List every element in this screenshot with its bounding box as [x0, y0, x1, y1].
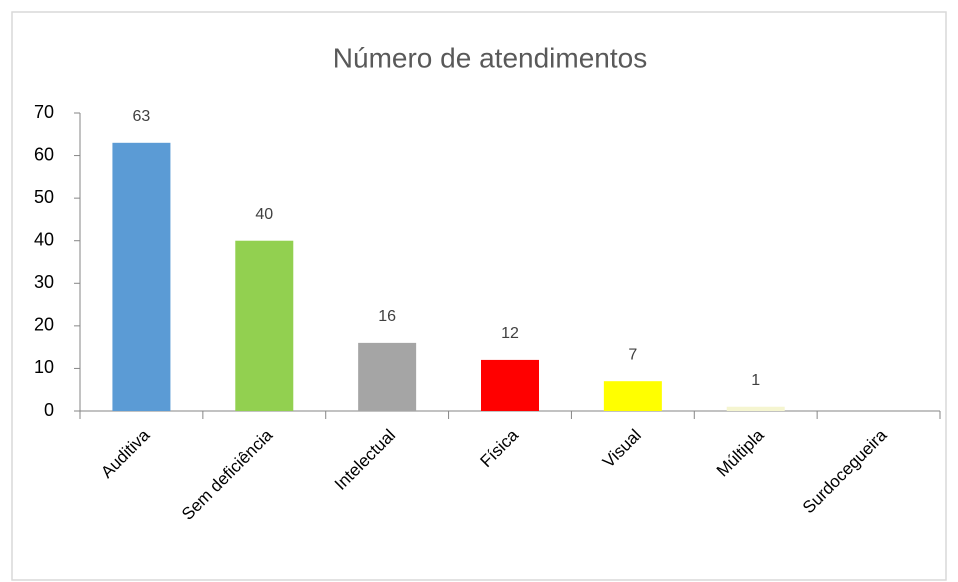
- bar: [726, 406, 785, 411]
- y-tick-label: 40: [34, 229, 54, 249]
- bar: [481, 359, 539, 411]
- y-tick-label: 10: [34, 357, 54, 377]
- bar: [603, 381, 662, 411]
- bar: [235, 240, 294, 411]
- data-label: 1: [751, 372, 760, 389]
- y-tick-label: 60: [34, 144, 54, 164]
- y-tick-label: 50: [34, 187, 54, 207]
- bar: [358, 342, 417, 411]
- data-label: 7: [628, 346, 637, 363]
- bar: [112, 142, 171, 412]
- chart-title: Número de atendimentos: [333, 42, 647, 73]
- y-tick-label: 70: [34, 102, 54, 122]
- data-label: 16: [378, 308, 396, 325]
- data-label: 63: [133, 108, 151, 125]
- y-tick-label: 30: [34, 272, 54, 292]
- data-label: 12: [501, 325, 519, 342]
- y-tick-label: 0: [44, 400, 54, 420]
- y-tick-label: 20: [34, 315, 54, 335]
- data-label: 40: [255, 206, 273, 223]
